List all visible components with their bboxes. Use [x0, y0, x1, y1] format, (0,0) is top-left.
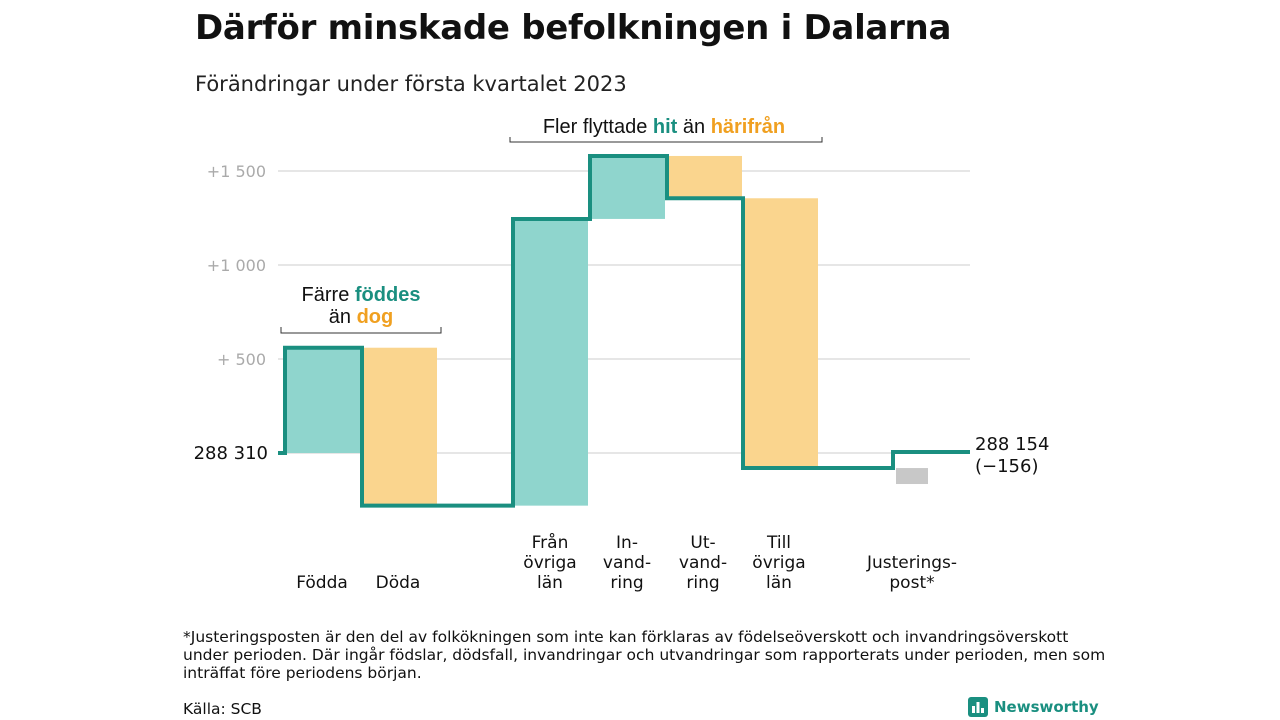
annotation-births-deaths-line2: än dog: [329, 306, 393, 328]
waterfall-line: [278, 153, 970, 508]
bar-chart-logo-icon: [968, 697, 988, 717]
brand-name: Newsworthy: [994, 698, 1099, 716]
end-value-label: 288 154: [975, 434, 1049, 455]
annotation-bracket: [280, 327, 442, 334]
category-label: Födda: [296, 573, 348, 593]
footnote: *Justeringsposten är den del av folkökni…: [183, 628, 1106, 682]
category-label: Justerings-: [866, 553, 957, 573]
category-label: övriga: [523, 553, 576, 573]
category-label: län: [537, 573, 563, 593]
annotation-migration-part: hit: [653, 116, 678, 138]
y-tick-label: + 500: [217, 350, 266, 369]
annotation-births-deaths-line2-part: än: [329, 306, 357, 328]
category-label: post*: [889, 573, 934, 593]
category-label: län: [766, 573, 792, 593]
category-label: Döda: [376, 573, 421, 593]
chart-title: Därför minskade befolkningen i Dalarna: [195, 8, 952, 48]
category-label: Till: [766, 533, 791, 553]
y-tick-label: +1 000: [207, 256, 266, 275]
bar-döda: [362, 347, 437, 506]
category-label: övriga: [752, 553, 805, 573]
end-change-label: (−156): [975, 456, 1038, 477]
start-value-label: 288 310: [194, 443, 268, 464]
waterfall-chart: + 500 +1 000 +1 500 288 310 288 154(−156) Föd…: [194, 115, 1050, 593]
annotation-births-deaths-line1-part: föddes: [355, 284, 421, 306]
annotation-births-deaths-line1-part: Färre: [302, 284, 355, 306]
annotation-migration: Fler flyttade hit än härifrån: [543, 115, 785, 138]
annotation-migration-part: härifrån: [711, 115, 785, 138]
brand-logo: Newsworthy: [968, 697, 1099, 717]
category-label: ring: [610, 573, 643, 593]
category-label: vand-: [603, 553, 651, 573]
annotation-births-deaths-line2-part: dog: [357, 306, 394, 328]
category-label: ring: [686, 573, 719, 593]
annotation-births-deaths-line1: Färre föddes: [302, 284, 421, 306]
annotation-migration-part: Fler flyttade: [543, 116, 653, 138]
category-label: Från: [532, 532, 569, 553]
bar-frånövrigalän: [513, 218, 588, 506]
bar-utvandring: [667, 155, 742, 199]
bar-födda: [285, 347, 360, 453]
bar-tillövrigalän: [743, 198, 818, 469]
category-label: Ut-: [690, 533, 715, 553]
annotation-bracket: [509, 137, 823, 143]
y-tick-label: +1 500: [207, 162, 266, 181]
source-note: Källa: SCB: [183, 700, 262, 718]
category-label: In-: [616, 533, 638, 553]
annotation-migration-part: än: [677, 116, 710, 138]
category-label: vand-: [679, 553, 727, 573]
bar-invandring: [590, 155, 665, 219]
bar-justeringspost: [896, 468, 928, 485]
chart-subtitle: Förändringar under första kvartalet 2023: [195, 72, 627, 96]
